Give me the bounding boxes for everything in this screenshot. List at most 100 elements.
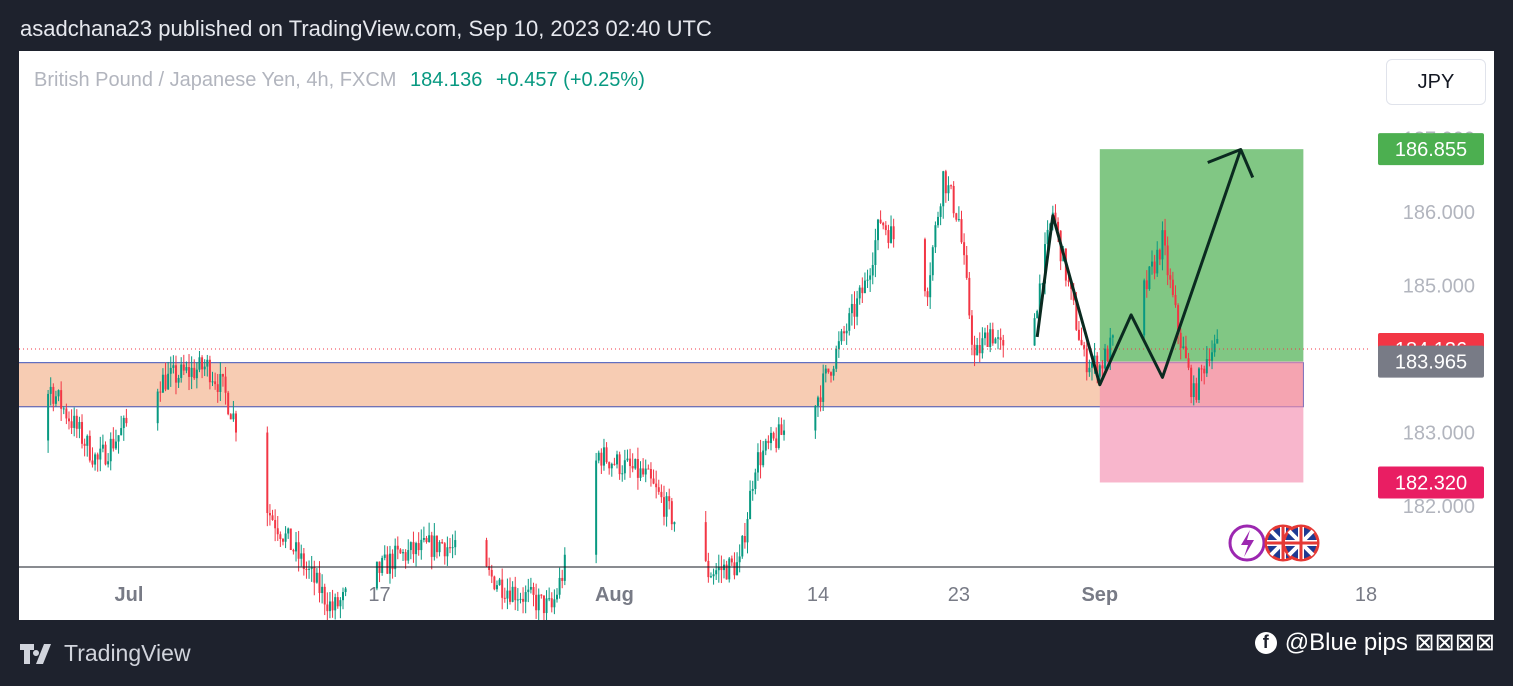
- candle-body[interactable]: [1054, 212, 1057, 222]
- candle-body[interactable]: [529, 587, 532, 590]
- candle-body[interactable]: [305, 569, 308, 571]
- candle-body[interactable]: [621, 473, 624, 475]
- candle-body[interactable]: [438, 542, 441, 553]
- candle-body[interactable]: [485, 540, 488, 567]
- candle-body[interactable]: [955, 213, 958, 220]
- candle-body[interactable]: [652, 478, 655, 484]
- candle-body[interactable]: [381, 557, 384, 573]
- candle-body[interactable]: [1083, 345, 1086, 349]
- candle-body[interactable]: [1174, 294, 1177, 306]
- candle-body[interactable]: [756, 452, 759, 473]
- candle-body[interactable]: [759, 452, 762, 466]
- candle-body[interactable]: [597, 452, 600, 461]
- candle-body[interactable]: [47, 393, 50, 441]
- candle-body[interactable]: [866, 279, 869, 281]
- candle-body[interactable]: [981, 338, 984, 354]
- candle-body[interactable]: [83, 443, 86, 446]
- candle-body[interactable]: [339, 600, 342, 607]
- candle-body[interactable]: [942, 171, 945, 207]
- candle-body[interactable]: [402, 552, 405, 554]
- candle-body[interactable]: [1182, 346, 1185, 348]
- candle-body[interactable]: [879, 219, 882, 223]
- candle-body[interactable]: [600, 452, 603, 466]
- candle-body[interactable]: [49, 386, 52, 394]
- candle-body[interactable]: [1067, 280, 1070, 282]
- candle-body[interactable]: [1104, 348, 1107, 369]
- candle-body[interactable]: [548, 598, 551, 600]
- candle-body[interactable]: [1046, 229, 1049, 245]
- candle-body[interactable]: [887, 230, 890, 243]
- candle-body[interactable]: [341, 592, 344, 601]
- candle-body[interactable]: [1216, 338, 1219, 344]
- candle-body[interactable]: [281, 538, 284, 542]
- stop-zone[interactable]: [1099, 361, 1304, 483]
- candle-body[interactable]: [318, 572, 321, 594]
- candle-body[interactable]: [1106, 348, 1109, 362]
- candle-body[interactable]: [161, 374, 164, 393]
- candle-body[interactable]: [926, 291, 929, 298]
- candle-body[interactable]: [1038, 283, 1041, 311]
- candle-body[interactable]: [268, 513, 271, 516]
- candle-body[interactable]: [986, 332, 989, 347]
- candle-body[interactable]: [892, 226, 895, 240]
- candle-body[interactable]: [963, 242, 966, 256]
- candle-body[interactable]: [775, 438, 778, 448]
- candle-body[interactable]: [70, 421, 73, 428]
- candle-body[interactable]: [114, 441, 117, 449]
- candle-body[interactable]: [1075, 300, 1078, 330]
- candle-body[interactable]: [52, 386, 55, 404]
- candle-body[interactable]: [386, 554, 389, 574]
- candle-body[interactable]: [623, 460, 626, 474]
- candle-body[interactable]: [279, 534, 282, 539]
- candle-body[interactable]: [344, 588, 347, 593]
- candle-body[interactable]: [704, 522, 707, 561]
- candle-body[interactable]: [302, 553, 305, 570]
- candle-body[interactable]: [662, 497, 665, 517]
- candle-body[interactable]: [221, 374, 224, 377]
- candle-body[interactable]: [767, 440, 770, 444]
- candle-body[interactable]: [185, 367, 188, 371]
- price-tag-stop[interactable]: [1378, 466, 1484, 499]
- candle-body[interactable]: [120, 428, 123, 436]
- candle-body[interactable]: [62, 408, 65, 410]
- candle-body[interactable]: [772, 432, 775, 439]
- candle-body[interactable]: [629, 458, 632, 467]
- candle-body[interactable]: [636, 458, 639, 478]
- candle-body[interactable]: [733, 562, 736, 576]
- candle-body[interactable]: [454, 540, 457, 548]
- candle-body[interactable]: [383, 554, 386, 558]
- candle-body[interactable]: [167, 373, 170, 390]
- candle-body[interactable]: [174, 365, 177, 383]
- candle-body[interactable]: [81, 422, 84, 444]
- candle-body[interactable]: [216, 384, 219, 392]
- candle-body[interactable]: [1192, 383, 1195, 398]
- candle-body[interactable]: [522, 598, 525, 602]
- candle-body[interactable]: [73, 415, 76, 428]
- candle-body[interactable]: [555, 594, 558, 600]
- candle-body[interactable]: [514, 586, 517, 601]
- candle-body[interactable]: [626, 458, 629, 461]
- candle-body[interactable]: [1200, 368, 1203, 370]
- candle-body[interactable]: [997, 337, 1000, 339]
- candle-body[interactable]: [308, 568, 311, 570]
- candle-body[interactable]: [430, 535, 433, 557]
- candle-body[interactable]: [830, 372, 833, 376]
- candle-body[interactable]: [822, 373, 825, 402]
- candle-body[interactable]: [944, 171, 947, 194]
- candle-body[interactable]: [1153, 261, 1156, 274]
- candle-body[interactable]: [1156, 249, 1159, 274]
- candle-body[interactable]: [404, 552, 407, 561]
- candle-body[interactable]: [60, 390, 63, 409]
- candle-body[interactable]: [1208, 359, 1211, 361]
- candle-body[interactable]: [182, 364, 185, 371]
- candle-body[interactable]: [310, 567, 313, 569]
- candle-body[interactable]: [634, 458, 637, 469]
- candle-body[interactable]: [229, 414, 232, 420]
- candle-body[interactable]: [950, 185, 953, 187]
- candle-body[interactable]: [827, 368, 830, 373]
- candle-body[interactable]: [399, 549, 402, 554]
- candle-body[interactable]: [665, 496, 668, 517]
- candle-body[interactable]: [728, 558, 731, 580]
- candle-body[interactable]: [1109, 337, 1112, 362]
- candle-body[interactable]: [451, 547, 454, 549]
